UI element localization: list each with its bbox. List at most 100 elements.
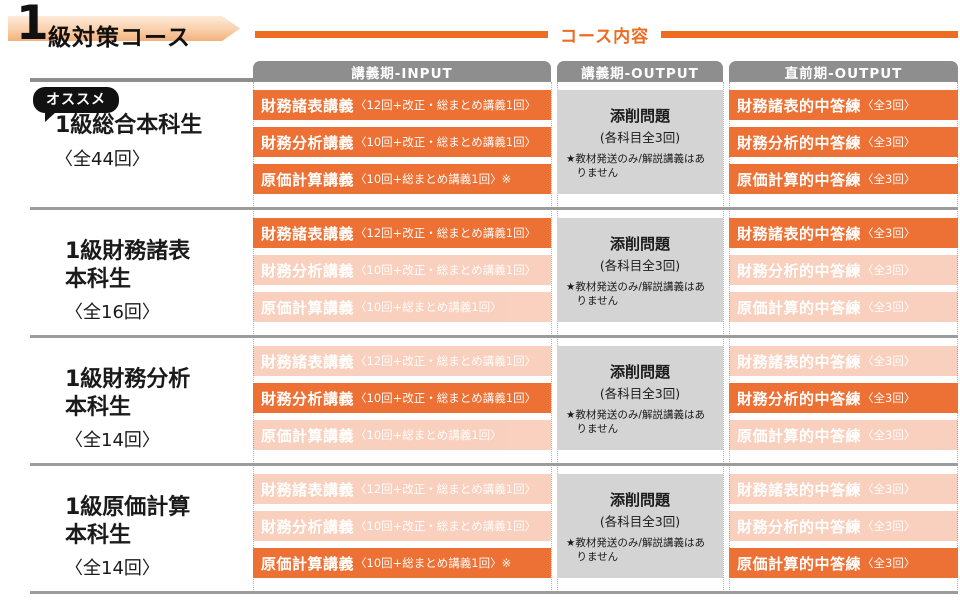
lecture-label: 財務分析講義: [261, 133, 355, 152]
practice-item: 原価計算的中答練 〈全3回〉: [729, 164, 958, 194]
input-column: 財務諸表講義 〈12回+改正・総まとめ講義1回〉 財務分析講義 〈10回+改正・総ま…: [253, 466, 551, 591]
column-guide: [957, 82, 958, 594]
column-guide: [551, 82, 552, 594]
section-header: コース内容: [255, 24, 958, 47]
course-label-cell: 1級財務分析 本科生 〈全14回〉: [30, 338, 253, 463]
table-row-sogo: オススメ 1級総合本科生 〈全44回〉 財務諸表講義 〈12回+改正・総まとめ講義…: [30, 82, 958, 210]
output-column: 添削問題 (各科目全3回) ★教材発送のみ/解説講義はありません: [557, 466, 723, 591]
correction-subtitle: (各科目全3回): [599, 514, 681, 529]
column-header-output: 講義期-OUTPUT: [557, 61, 723, 82]
lecture-item: 財務分析講義 〈10回+改正・総まとめ講義1回〉: [253, 511, 551, 541]
practice-label: 財務諸表的中答練: [737, 352, 862, 371]
course-name: 1級財務分析 本科生: [65, 367, 191, 420]
final-column: 財務諸表的中答練 〈全3回〉 財務分析的中答練 〈全3回〉 原価計算的中答練 〈全3回…: [729, 210, 958, 335]
table-row-genka-keisan: 1級原価計算 本科生 〈全14回〉 財務諸表講義 〈12回+改正・総まとめ講義1回…: [30, 466, 958, 594]
title-ribbon-arrow: [8, 16, 240, 41]
page-title: 級対策コース: [48, 25, 191, 51]
lecture-detail: 〈12回+改正・総まとめ講義1回〉: [355, 482, 537, 496]
input-column: 財務諸表講義 〈12回+改正・総まとめ講義1回〉 財務分析講義 〈10回+改正・総ま…: [253, 210, 551, 335]
practice-detail: 〈全3回〉: [862, 98, 916, 112]
section-title: コース内容: [560, 26, 650, 47]
practice-item: 原価計算的中答練 〈全3回〉: [729, 292, 958, 322]
correction-title: 添削問題: [609, 235, 670, 253]
lecture-label: 原価計算講義: [261, 170, 355, 189]
correction-box: 添削問題 (各科目全3回) ★教材発送のみ/解説講義はありません: [557, 90, 723, 194]
lecture-label: 原価計算講義: [261, 298, 355, 317]
practice-detail: 〈全3回〉: [862, 354, 916, 368]
lecture-item: 財務諸表講義 〈12回+改正・総まとめ講義1回〉: [253, 90, 551, 120]
practice-item: 財務分析的中答練 〈全3回〉: [729, 127, 958, 157]
practice-item: 原価計算的中答練 〈全3回〉: [729, 420, 958, 450]
lecture-detail: 〈10回+改正・総まとめ講義1回〉: [355, 391, 537, 405]
correction-subtitle: (各科目全3回): [599, 130, 681, 145]
practice-detail: 〈全3回〉: [862, 519, 916, 533]
course-name: 1級原価計算 本科生: [65, 495, 191, 548]
lecture-detail: 〈10回+改正・総まとめ講義1回〉: [355, 519, 537, 533]
practice-label: 原価計算的中答練: [737, 554, 862, 573]
course-table: オススメ 1級総合本科生 〈全44回〉 財務諸表講義 〈12回+改正・総まとめ講義…: [30, 82, 958, 594]
final-column: 財務諸表的中答練 〈全3回〉 財務分析的中答練 〈全3回〉 原価計算的中答練 〈全3回…: [729, 82, 958, 207]
correction-note: ★教材発送のみ/解説講義はありません: [566, 281, 705, 307]
correction-note: ★教材発送のみ/解説講義はありません: [566, 153, 705, 179]
column-guide: [557, 82, 558, 594]
table-row-zaimu-bunseki: 1級財務分析 本科生 〈全14回〉 財務諸表講義 〈12回+改正・総まとめ講義1回…: [30, 338, 958, 466]
column-guide: [729, 82, 730, 594]
course-name: 1級財務諸表 本科生: [65, 239, 191, 292]
practice-item: 財務諸表的中答練 〈全3回〉: [729, 90, 958, 120]
header-baseline-rule: [30, 78, 253, 82]
lecture-detail: 〈10回+総まとめ講義1回〉※: [355, 172, 512, 186]
lecture-detail: 〈12回+改正・総まとめ講義1回〉: [355, 98, 537, 112]
lecture-detail: 〈10回+総まとめ講義1回〉: [355, 428, 502, 442]
lecture-item: 財務諸表講義 〈12回+改正・総まとめ講義1回〉: [253, 474, 551, 504]
correction-box: 添削問題 (各科目全3回) ★教材発送のみ/解説講義はありません: [557, 346, 723, 450]
lecture-label: 財務諸表講義: [261, 96, 355, 115]
lecture-item: 財務分析講義 〈10回+改正・総まとめ講義1回〉: [253, 383, 551, 413]
course-session-count: 〈全14回〉: [65, 558, 160, 579]
practice-item: 財務諸表的中答練 〈全3回〉: [729, 474, 958, 504]
course-name: 1級総合本科生: [55, 113, 203, 138]
lecture-label: 財務分析講義: [261, 389, 355, 408]
practice-detail: 〈全3回〉: [862, 172, 916, 186]
lecture-item: 財務諸表講義 〈12回+改正・総まとめ講義1回〉: [253, 346, 551, 376]
lecture-detail: 〈12回+改正・総まとめ講義1回〉: [355, 354, 537, 368]
practice-label: 財務分析的中答練: [737, 517, 862, 536]
practice-item: 原価計算的中答練 〈全3回〉: [729, 548, 958, 578]
lecture-label: 原価計算講義: [261, 554, 355, 573]
course-label-cell: 1級原価計算 本科生 〈全14回〉: [30, 466, 253, 591]
practice-item: 財務分析的中答練 〈全3回〉: [729, 255, 958, 285]
practice-label: 財務諸表的中答練: [737, 480, 862, 499]
lecture-detail: 〈10回+改正・総まとめ講義1回〉: [355, 263, 537, 277]
lecture-label: 原価計算講義: [261, 426, 355, 445]
lecture-detail: 〈10回+総まとめ講義1回〉: [355, 300, 502, 314]
column-guide: [723, 82, 724, 594]
lecture-detail: 〈10回+総まとめ講義1回〉※: [355, 556, 512, 570]
course-label-cell: オススメ 1級総合本科生 〈全44回〉: [30, 82, 253, 207]
practice-label: 財務諸表的中答練: [737, 224, 862, 243]
practice-label: 原価計算的中答練: [737, 426, 862, 445]
column-header-input: 講義期-INPUT: [253, 61, 551, 82]
practice-detail: 〈全3回〉: [862, 226, 916, 240]
table-row-zaimu-shohyo: 1級財務諸表 本科生 〈全16回〉 財務諸表講義 〈12回+改正・総まとめ講義1回…: [30, 210, 958, 338]
correction-title: 添削問題: [609, 107, 670, 125]
lecture-label: 財務分析講義: [261, 517, 355, 536]
lecture-label: 財務諸表講義: [261, 480, 355, 499]
lecture-label: 財務諸表講義: [261, 224, 355, 243]
input-column: 財務諸表講義 〈12回+改正・総まとめ講義1回〉 財務分析講義 〈10回+改正・総ま…: [253, 338, 551, 463]
input-column: 財務諸表講義 〈12回+改正・総まとめ講義1回〉 財務分析講義 〈10回+改正・総ま…: [253, 82, 551, 207]
correction-box: 添削問題 (各科目全3回) ★教材発送のみ/解説講義はありません: [557, 218, 723, 322]
lecture-item: 原価計算講義 〈10回+総まとめ講義1回〉: [253, 420, 551, 450]
lecture-item: 財務分析講義 〈10回+改正・総まとめ講義1回〉: [253, 255, 551, 285]
correction-subtitle: (各科目全3回): [599, 258, 681, 273]
header-rule-left: [255, 30, 548, 38]
lecture-label: 財務分析講義: [261, 261, 355, 280]
course-session-count: 〈全44回〉: [55, 148, 150, 170]
practice-detail: 〈全3回〉: [862, 428, 916, 442]
practice-detail: 〈全3回〉: [862, 263, 916, 277]
practice-item: 財務分析的中答練 〈全3回〉: [729, 383, 958, 413]
output-column: 添削問題 (各科目全3回) ★教材発送のみ/解説講義はありません: [557, 210, 723, 335]
practice-label: 財務分析的中答練: [737, 261, 862, 280]
course-label-cell: 1級財務諸表 本科生 〈全16回〉: [30, 210, 253, 335]
correction-title: 添削問題: [609, 363, 670, 381]
final-column: 財務諸表的中答練 〈全3回〉 財務分析的中答練 〈全3回〉 原価計算的中答練 〈全3回…: [729, 338, 958, 463]
column-guide: [253, 82, 254, 594]
